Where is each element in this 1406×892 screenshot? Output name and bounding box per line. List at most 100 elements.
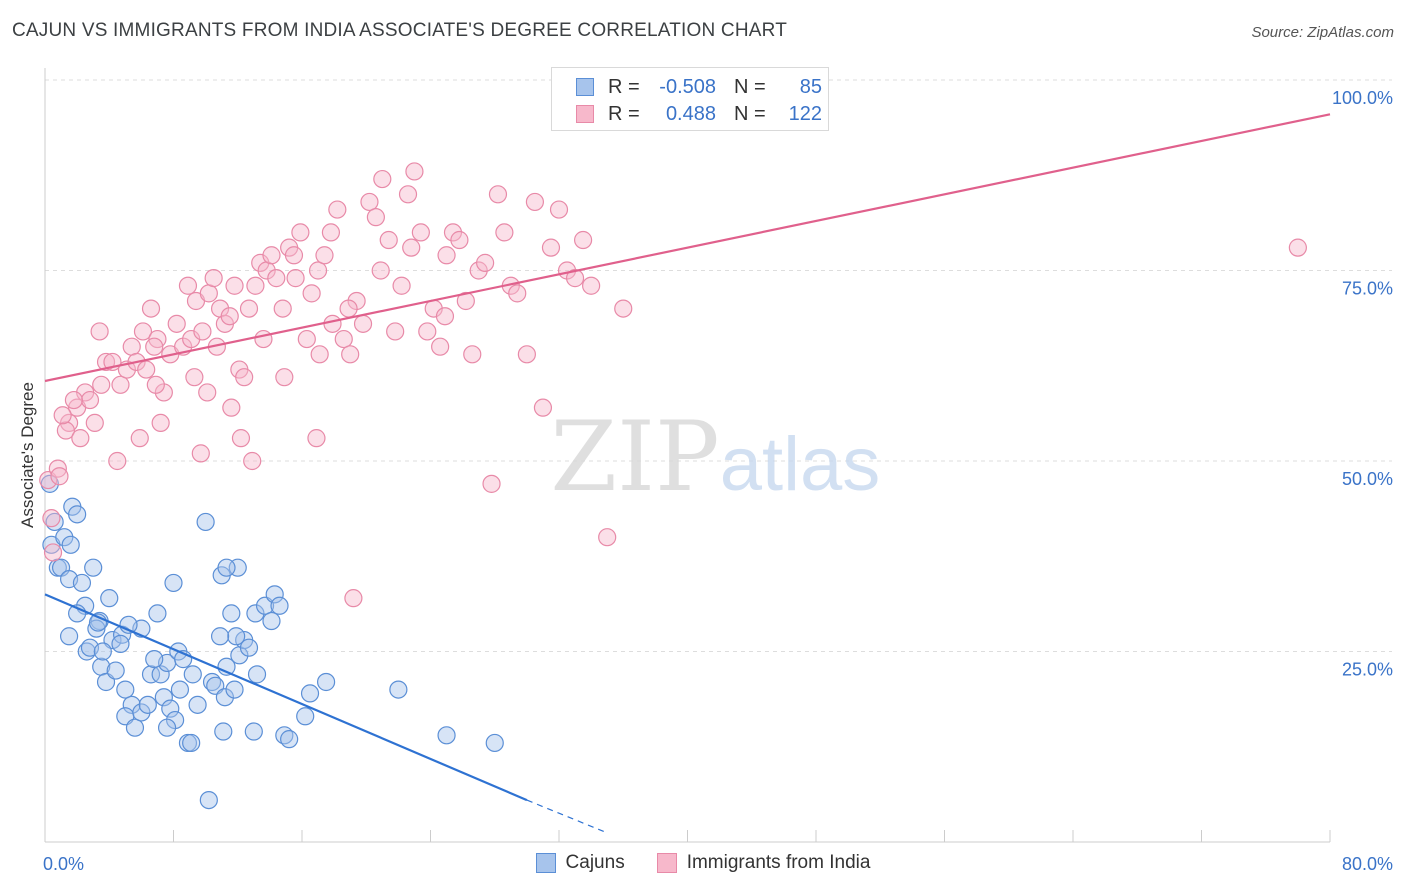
india-point	[469, 261, 488, 280]
india-swatch	[576, 105, 594, 123]
india-point	[386, 322, 405, 341]
india-point	[565, 269, 585, 288]
india-point	[582, 276, 601, 295]
india-point	[262, 246, 281, 265]
india-point	[353, 314, 373, 333]
india-point	[286, 269, 305, 288]
india-point	[392, 276, 411, 295]
india-point	[495, 223, 514, 242]
y-axis-label: Associate's Degree	[18, 382, 37, 528]
cajun-swatch	[535, 853, 556, 873]
india-point	[450, 230, 469, 250]
india-point	[151, 413, 170, 432]
india-point	[273, 299, 292, 318]
cajun-point	[170, 680, 190, 699]
cajun-point	[138, 695, 157, 714]
india-point	[80, 390, 100, 410]
cajun-point	[188, 695, 207, 714]
india-point	[443, 223, 463, 242]
india-point	[431, 337, 450, 356]
x-tick-label: 0.0%	[43, 854, 84, 874]
legend-item-cajuns[interactable]: Cajuns	[535, 852, 625, 874]
cajun-point	[316, 672, 336, 692]
cajun-point	[122, 695, 141, 714]
india-point	[371, 261, 390, 280]
india-point	[328, 200, 347, 219]
cajun-point	[84, 558, 103, 577]
india-point	[50, 467, 69, 486]
india-point	[437, 246, 456, 265]
india-point	[199, 284, 218, 303]
trend-layer	[44, 113, 1331, 834]
india-point	[167, 314, 186, 333]
india-trend-line	[44, 113, 1331, 383]
cajun-point	[61, 535, 80, 554]
india-point	[146, 375, 165, 394]
india-point	[482, 474, 501, 493]
india-point	[541, 238, 561, 257]
india-swatch	[656, 853, 677, 873]
india-point	[130, 429, 149, 448]
india-point	[137, 360, 156, 379]
y-tick-label: 75.0%	[1342, 279, 1393, 299]
cajun-point	[151, 665, 170, 684]
india-point	[239, 299, 259, 318]
india-point	[291, 223, 310, 242]
india-point	[111, 375, 130, 394]
cajun-point	[125, 718, 145, 737]
points-layer	[39, 162, 1307, 810]
legend-item-india[interactable]: Immigrants from India	[656, 852, 871, 874]
cajun-point	[244, 722, 263, 741]
x-tick-label: 80.0%	[1342, 854, 1393, 874]
cajun-point	[161, 699, 180, 718]
india-point	[235, 368, 254, 387]
watermark: ZIP atlas	[550, 401, 880, 513]
cajun-swatch	[576, 78, 594, 96]
india-point	[225, 276, 244, 295]
india-point	[308, 261, 328, 280]
cajun-point	[262, 611, 281, 631]
india-point	[488, 185, 508, 204]
n-label: N =	[734, 102, 766, 125]
cajun-point	[239, 638, 259, 657]
cajun-point	[246, 604, 265, 623]
india-point	[598, 528, 617, 547]
source-credit: Source: ZipAtlas.com	[1251, 24, 1394, 41]
cajun-point	[87, 619, 106, 638]
india-point	[243, 451, 262, 471]
india-point	[533, 398, 553, 417]
india-point	[334, 329, 353, 349]
cajun-point	[210, 627, 230, 646]
cajun-point	[154, 688, 173, 707]
legend-label: Immigrants from India	[686, 852, 871, 873]
labels-layer: Associate's Degree 25.0% 50.0% 75.0% 100.0%…	[18, 88, 1393, 874]
india-point	[366, 208, 385, 227]
r-value: -0.508	[659, 75, 716, 98]
india-point	[53, 406, 72, 425]
india-point	[246, 276, 265, 295]
cajun-point	[437, 726, 456, 745]
r-label: R =	[608, 102, 640, 125]
cajun-point	[296, 707, 315, 726]
india-point	[48, 459, 67, 478]
cajun-point	[182, 733, 201, 753]
india-point	[71, 429, 90, 448]
india-point	[267, 269, 286, 288]
india-point	[42, 509, 61, 528]
cajun-point	[132, 703, 151, 722]
india-point	[198, 383, 217, 402]
cajun-point	[280, 730, 299, 749]
india-point	[307, 429, 326, 448]
india-point	[549, 200, 569, 219]
india-point	[222, 398, 241, 417]
india-point	[43, 543, 63, 562]
cajun-point	[225, 680, 244, 699]
cajun-point	[227, 627, 246, 646]
n-value: 122	[788, 102, 822, 125]
india-point	[323, 314, 342, 333]
cajun-point	[300, 684, 320, 703]
india-point	[341, 345, 360, 364]
india-point	[64, 390, 84, 410]
cajun-point	[389, 680, 408, 699]
india-point	[373, 169, 392, 189]
